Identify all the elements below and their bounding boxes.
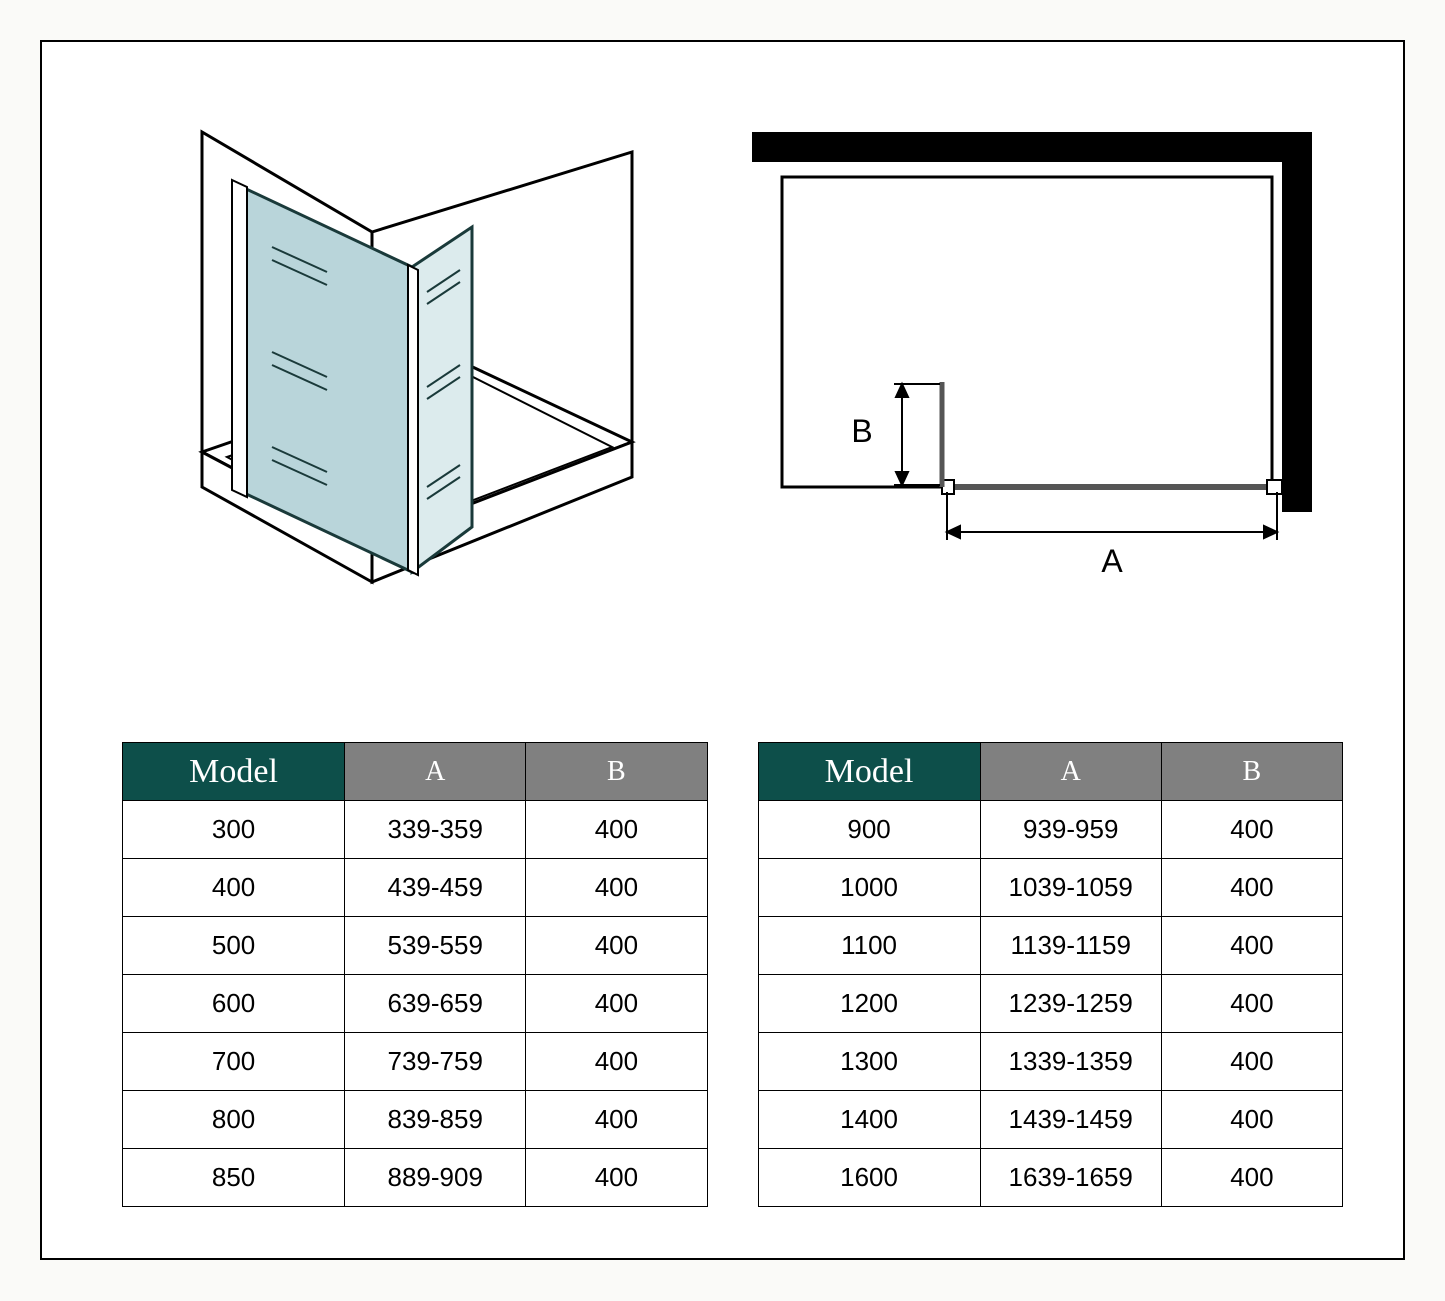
table-row: 10001039-1059400 bbox=[758, 859, 1343, 917]
cell-a: 1039-1059 bbox=[980, 859, 1161, 917]
spec-tables: Model A B 300339-359400400439-4594005005… bbox=[122, 742, 1343, 1207]
plan-view-diagram: A B bbox=[742, 122, 1342, 572]
cell-model: 1600 bbox=[758, 1149, 980, 1207]
header-a: A bbox=[345, 743, 526, 801]
cell-model: 300 bbox=[123, 801, 345, 859]
product-spec-sheet: A B Model A B 300 bbox=[40, 40, 1405, 1260]
cell-b: 400 bbox=[1161, 1149, 1342, 1207]
table-row: 14001439-1459400 bbox=[758, 1091, 1343, 1149]
cell-a: 1439-1459 bbox=[980, 1091, 1161, 1149]
spec-table-right: Model A B 900939-95940010001039-10594001… bbox=[758, 742, 1344, 1207]
cell-model: 700 bbox=[123, 1033, 345, 1091]
cell-a: 439-459 bbox=[345, 859, 526, 917]
table-row: 13001339-1359400 bbox=[758, 1033, 1343, 1091]
table-row: 16001639-1659400 bbox=[758, 1149, 1343, 1207]
cell-a: 839-859 bbox=[345, 1091, 526, 1149]
table-row: 700739-759400 bbox=[123, 1033, 708, 1091]
cell-model: 400 bbox=[123, 859, 345, 917]
diagram-area: A B bbox=[42, 92, 1403, 642]
cell-b: 400 bbox=[1161, 917, 1342, 975]
table-row: 11001139-1159400 bbox=[758, 917, 1343, 975]
header-b: B bbox=[1161, 743, 1342, 801]
table-row: 500539-559400 bbox=[123, 917, 708, 975]
spec-table-left: Model A B 300339-359400400439-4594005005… bbox=[122, 742, 708, 1207]
cell-model: 1100 bbox=[758, 917, 980, 975]
cell-b: 400 bbox=[1161, 1091, 1342, 1149]
header-b: B bbox=[526, 743, 707, 801]
cell-b: 400 bbox=[1161, 801, 1342, 859]
table-row: 600639-659400 bbox=[123, 975, 708, 1033]
cell-b: 400 bbox=[526, 1091, 707, 1149]
cell-a: 1239-1259 bbox=[980, 975, 1161, 1033]
cell-model: 1000 bbox=[758, 859, 980, 917]
header-model: Model bbox=[758, 743, 980, 801]
cell-b: 400 bbox=[1161, 859, 1342, 917]
cell-model: 850 bbox=[123, 1149, 345, 1207]
cell-b: 400 bbox=[526, 975, 707, 1033]
table-row: 800839-859400 bbox=[123, 1091, 708, 1149]
cell-a: 339-359 bbox=[345, 801, 526, 859]
cell-model: 1300 bbox=[758, 1033, 980, 1091]
cell-b: 400 bbox=[526, 859, 707, 917]
cell-model: 1400 bbox=[758, 1091, 980, 1149]
cell-a: 1339-1359 bbox=[980, 1033, 1161, 1091]
cell-a: 889-909 bbox=[345, 1149, 526, 1207]
cell-a: 939-959 bbox=[980, 801, 1161, 859]
cell-a: 1139-1159 bbox=[980, 917, 1161, 975]
cell-b: 400 bbox=[526, 917, 707, 975]
cell-b: 400 bbox=[526, 1149, 707, 1207]
cell-a: 639-659 bbox=[345, 975, 526, 1033]
cell-a: 1639-1659 bbox=[980, 1149, 1161, 1207]
header-a: A bbox=[980, 743, 1161, 801]
cell-model: 900 bbox=[758, 801, 980, 859]
cell-model: 500 bbox=[123, 917, 345, 975]
cell-model: 600 bbox=[123, 975, 345, 1033]
table-row: 400439-459400 bbox=[123, 859, 708, 917]
dimension-label-a: A bbox=[1101, 543, 1123, 579]
cell-model: 800 bbox=[123, 1091, 345, 1149]
cell-b: 400 bbox=[526, 801, 707, 859]
header-model: Model bbox=[123, 743, 345, 801]
dimension-label-b: B bbox=[851, 413, 872, 449]
cell-b: 400 bbox=[1161, 975, 1342, 1033]
cell-a: 739-759 bbox=[345, 1033, 526, 1091]
table-row: 300339-359400 bbox=[123, 801, 708, 859]
cell-b: 400 bbox=[1161, 1033, 1342, 1091]
cell-b: 400 bbox=[526, 1033, 707, 1091]
table-row: 850889-909400 bbox=[123, 1149, 708, 1207]
cell-model: 1200 bbox=[758, 975, 980, 1033]
table-row: 900939-959400 bbox=[758, 801, 1343, 859]
table-row: 12001239-1259400 bbox=[758, 975, 1343, 1033]
cell-a: 539-559 bbox=[345, 917, 526, 975]
isometric-diagram bbox=[122, 92, 682, 622]
